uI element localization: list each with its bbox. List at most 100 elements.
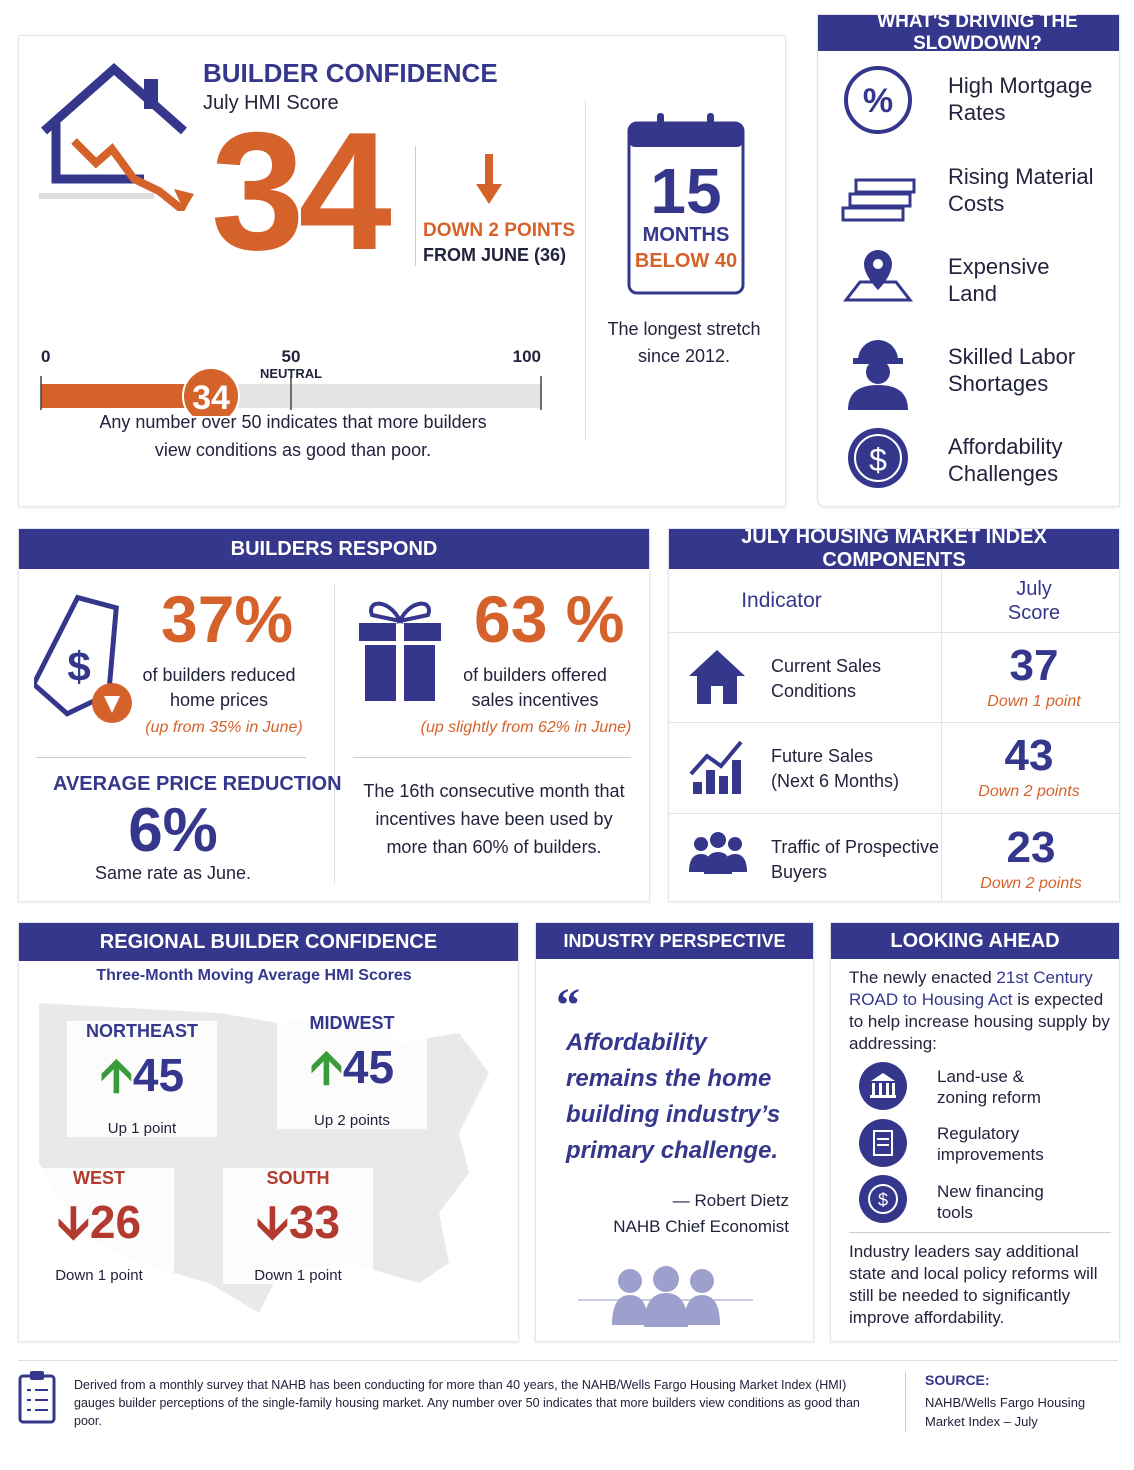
driver: High Mortgage Rates — [948, 73, 1093, 125]
quote-mark: “ — [556, 979, 580, 1032]
region-change: Down 1 point — [254, 1267, 342, 1284]
region-score: 🡩45 — [309, 1041, 395, 1093]
gauge-neutral-label: NEUTRAL — [260, 366, 322, 381]
months-line2: BELOW 40 — [634, 250, 738, 272]
divider — [585, 101, 586, 441]
components-card: JULY HOUSING MARKET INDEX COMPONENTS Ind… — [668, 526, 1120, 902]
act-name: 21st Century ROAD to Housing Act — [849, 968, 1093, 1009]
region-score: 🡫33 — [255, 1196, 341, 1248]
gauge-marker-label: 34 — [192, 379, 230, 416]
calendar-icon — [627, 113, 745, 295]
incentive-note: The 16th consecutive month that incentiv… — [363, 781, 625, 857]
region-midwest: MIDWEST 🡩45 Up 2 points — [277, 1013, 427, 1129]
svg-text:$: $ — [869, 442, 887, 478]
divider — [36, 757, 306, 758]
component-change: Down 2 points — [980, 875, 1082, 892]
driver: Expensive Land — [948, 254, 1050, 306]
incentives-text: of builders offered sales incentives — [463, 665, 607, 710]
component-icons — [689, 650, 747, 874]
divider — [669, 632, 1119, 633]
builders-title: BUILDERS RESPOND — [19, 529, 649, 569]
gauge-tick-label: 0 — [41, 347, 50, 366]
regional-subtitle: Three-Month Moving Average HMI Scores — [96, 967, 412, 984]
header: Indicator — [741, 589, 822, 612]
intro-start: The newly enacted — [849, 968, 997, 987]
drivers-title: WHAT'S DRIVING THE SLOWDOWN? — [818, 11, 1119, 54]
regional-card: REGIONAL BUILDER CONFIDENCE Three-Month … — [18, 922, 519, 1342]
months-line1: MONTHS — [642, 224, 730, 246]
author: — Robert Dietz — [672, 1191, 789, 1210]
driver: Rising Material Costs — [948, 164, 1094, 216]
incentives-percent: 63 % — [474, 582, 625, 656]
looking-ahead-title: LOOKING AHEAD — [831, 923, 1119, 959]
role: NAHB Chief Economist — [613, 1217, 789, 1236]
header: July Score — [1007, 578, 1061, 624]
down-arrow — [476, 154, 502, 204]
note: Any number over 50 indicates that more b… — [99, 412, 487, 460]
indicator: Traffic of Prospective Buyers — [771, 837, 940, 882]
divider — [415, 146, 416, 266]
price-tag-icon: $ — [34, 594, 132, 723]
incentives-note: (up slightly from 62% in June) — [420, 719, 632, 736]
change-detail: FROM JUNE (36) — [423, 245, 567, 265]
ahead-item: Regulatory improvements — [937, 1124, 1044, 1164]
drivers-card: WHAT'S DRIVING THE SLOWDOWN? % $ High Mo… — [817, 11, 1120, 507]
reduced-note: (up from 35% in June) — [145, 719, 303, 736]
region-northeast: NORTHEAST 🡩45 Up 1 point — [67, 1021, 217, 1137]
region-name: WEST — [73, 1168, 125, 1188]
ahead-item: Land-use & zoning reform — [937, 1067, 1041, 1107]
component-score: 43 — [1004, 731, 1054, 780]
component-change: Down 2 points — [978, 783, 1080, 800]
region-change: Up 2 points — [314, 1112, 390, 1129]
subtitle: July HMI Score — [203, 92, 339, 114]
region-west: WEST 🡫26 Down 1 point — [24, 1168, 174, 1284]
indicator: Current Sales Conditions — [771, 656, 882, 701]
ahead-note: Industry leaders say additional state an… — [849, 1242, 1098, 1327]
intro: The newly enacted 21st Century ROAD to H… — [849, 967, 1117, 1055]
gauge-marker — [182, 367, 240, 416]
gauge-tick-label: 100 — [513, 347, 541, 366]
looking-ahead-card: LOOKING AHEAD The newly enacted 21st Cen… — [830, 922, 1120, 1342]
region-score: 🡫26 — [56, 1196, 142, 1248]
svg-text:$: $ — [67, 643, 90, 690]
reduced-percent: 37% — [161, 582, 294, 656]
source-label: SOURCE: — [925, 1372, 990, 1388]
gift-icon — [359, 601, 441, 701]
ahead-item: New financing tools — [937, 1182, 1044, 1222]
region-name: SOUTH — [266, 1168, 330, 1188]
title: BUILDER CONFIDENCE — [203, 58, 498, 88]
builders-respond-card: BUILDERS RESPOND $ 37% of builders reduc… — [18, 528, 650, 902]
intro-end: is expected to help increase housing sup… — [849, 990, 1110, 1053]
source: NAHB/Wells Fargo Housing Market Index – … — [925, 1395, 1086, 1429]
svg-text:%: % — [863, 82, 893, 120]
svg-text:$: $ — [878, 1190, 888, 1210]
footer-text: Derived from a monthly survey that NAHB … — [74, 1378, 860, 1428]
region-south: SOUTH 🡫33 Down 1 point — [223, 1168, 373, 1284]
divider — [353, 757, 631, 758]
reduced-text: of builders reduced home prices — [142, 665, 296, 710]
months-number: 15 — [650, 155, 722, 227]
industry-title: INDUSTRY PERSPECTIVE — [536, 923, 813, 959]
region-score-value: 45 — [132, 1049, 185, 1101]
builder-confidence-card: BUILDER CONFIDENCE July HMI Score 34 DOW… — [18, 35, 786, 507]
indicator: Future Sales (Next 6 Months) — [771, 746, 900, 791]
region-score-value: 33 — [288, 1196, 341, 1248]
component-score: 37 — [1009, 641, 1059, 690]
divider — [334, 584, 335, 884]
driver: Affordability Challenges — [948, 434, 1063, 486]
gauge: 0 50 100 NEUTRAL 34 — [40, 347, 542, 416]
region-name: NORTHEAST — [86, 1021, 198, 1041]
avg-note: Same rate as June. — [94, 863, 252, 883]
components-title: JULY HOUSING MARKET INDEX COMPONENTS — [669, 526, 1119, 571]
divider — [905, 1372, 906, 1432]
divider — [849, 1232, 1111, 1233]
component-change: Down 1 point — [987, 693, 1081, 710]
region-change: Down 1 point — [55, 1267, 143, 1284]
driver: Skilled Labor Shortages — [948, 344, 1076, 396]
component-score: 23 — [1006, 823, 1056, 872]
score: 34 — [211, 97, 392, 285]
months-note: The longest stretch since 2012. — [607, 319, 761, 366]
gauge-tick-label: 50 — [282, 347, 301, 366]
